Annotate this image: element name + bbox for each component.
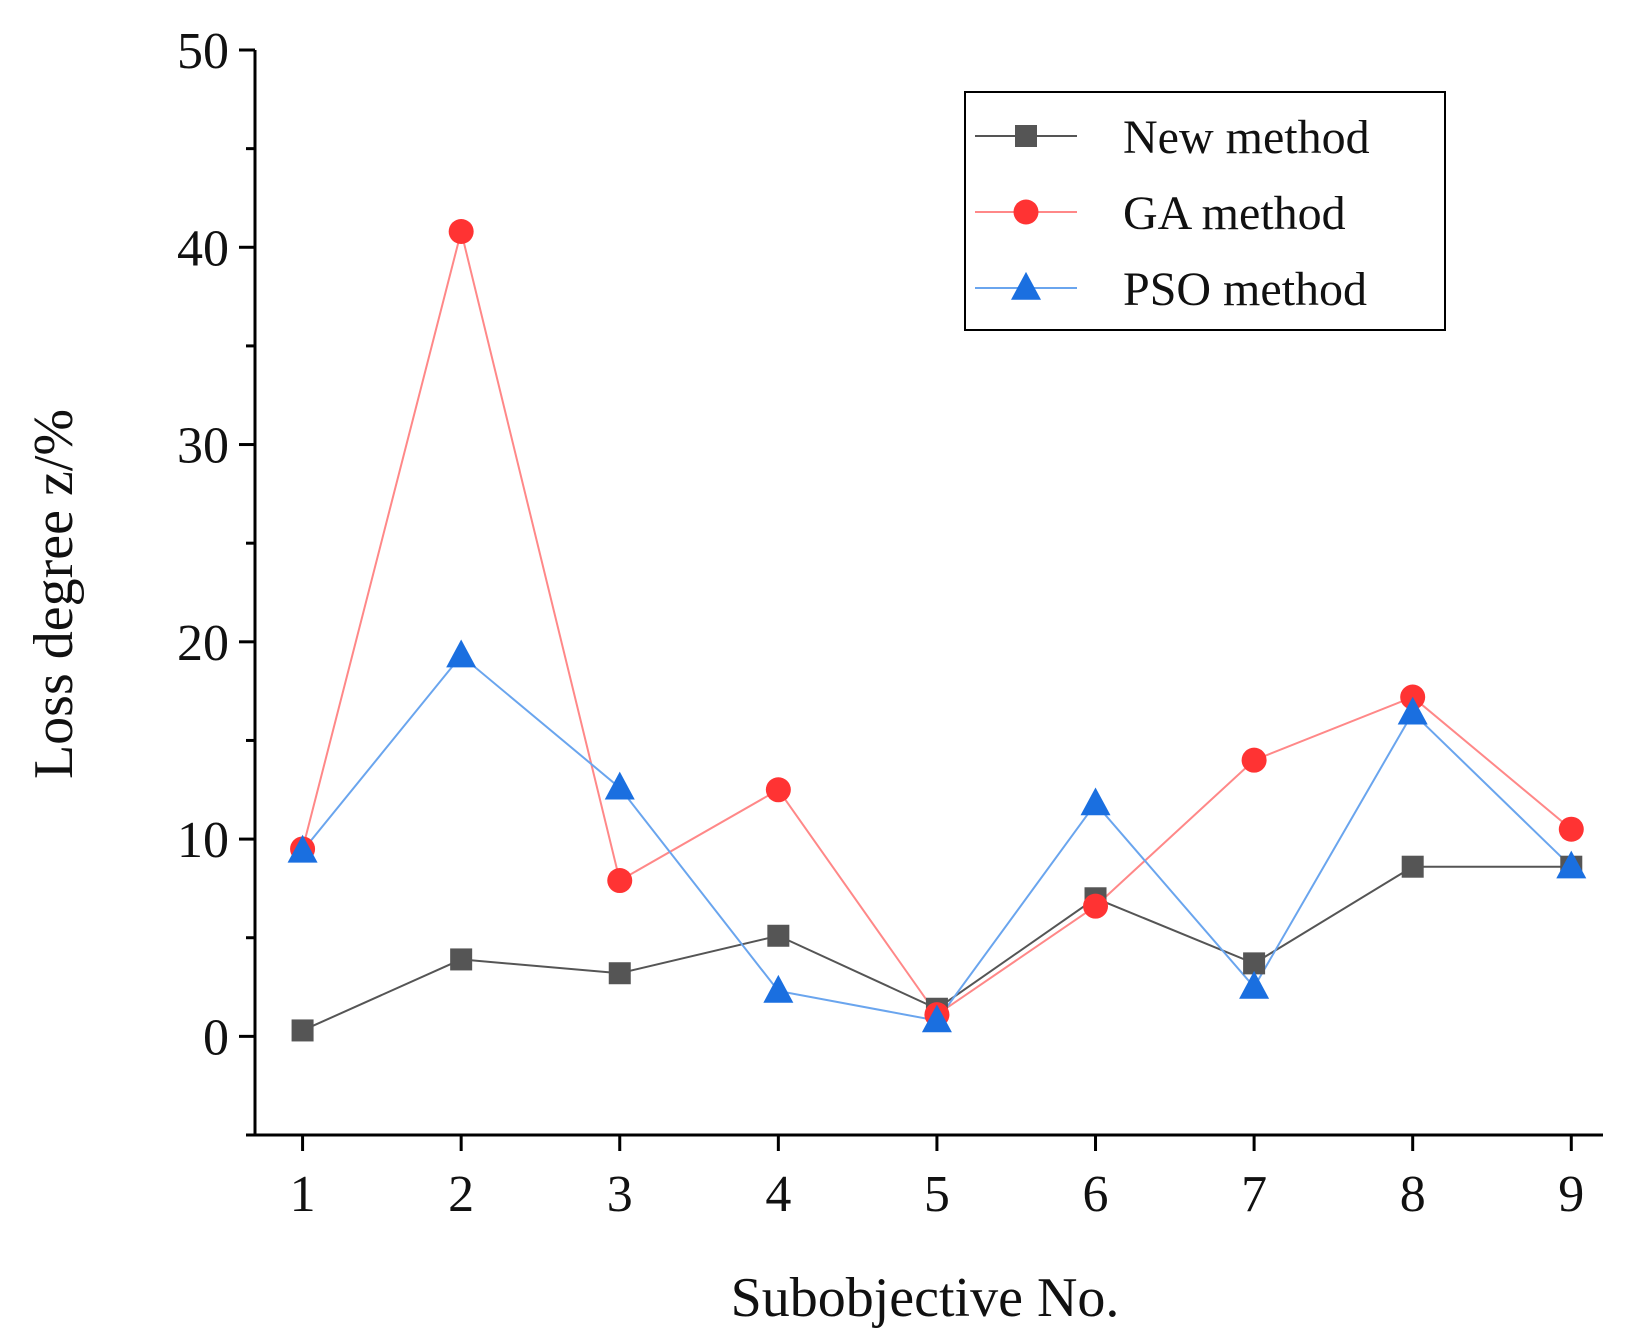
pso-method-point <box>287 834 318 863</box>
pso-method-point <box>1397 696 1428 725</box>
x-tick-label: 6 <box>1083 1166 1109 1223</box>
x-axis-title: Subobjective No. <box>731 1267 1120 1329</box>
ga-method-point <box>1083 893 1109 919</box>
pso-method-point <box>1556 850 1587 879</box>
ga-method-point <box>1558 816 1584 842</box>
y-tick-label: 40 <box>177 220 229 277</box>
ga-method-point <box>448 218 474 244</box>
y-tick-label: 30 <box>177 418 229 475</box>
legend-new-method-marker <box>1015 125 1037 147</box>
new-method-point <box>608 962 631 985</box>
pso-method-point <box>1080 787 1111 816</box>
legend-ga-method-marker <box>1013 199 1039 225</box>
new-method-point <box>1401 855 1424 878</box>
pso-method-point <box>446 639 477 668</box>
legend-ga-method-label: GA method <box>1123 187 1346 240</box>
legend-pso-method-label: PSO method <box>1123 263 1367 316</box>
pso-method-point <box>763 974 794 1003</box>
x-tick-label: 2 <box>448 1166 474 1223</box>
y-tick-label: 10 <box>177 812 229 869</box>
pso-method-point <box>921 1004 952 1033</box>
x-tick-label: 9 <box>1558 1166 1584 1223</box>
legend: New method GA method PSO method <box>964 91 1446 331</box>
pso-method-point <box>1239 970 1270 999</box>
legend-new-method-label: New method <box>1123 111 1370 164</box>
ga-method-point <box>607 868 633 894</box>
axes: 0 10 20 30 40 50 1 2 3 4 5 6 7 8 9 <box>177 23 1603 1223</box>
x-tick-label: 1 <box>290 1166 316 1223</box>
y-tick-label: 50 <box>177 23 229 80</box>
x-tick-label: 8 <box>1400 1166 1426 1223</box>
new-method-point <box>1243 952 1266 975</box>
ga-method-point <box>1241 747 1267 773</box>
ga-method-point <box>765 777 791 803</box>
pso-method-point <box>604 771 635 800</box>
y-axis-title: Loss degree z/% <box>23 409 85 779</box>
x-tick-label: 3 <box>607 1166 633 1223</box>
ga-method-line <box>301 231 1572 1017</box>
new-method-point <box>767 924 790 947</box>
y-tick-label: 0 <box>203 1009 229 1066</box>
new-method-point <box>291 1019 314 1042</box>
x-tick-label: 5 <box>924 1166 950 1223</box>
new-method-point <box>450 948 473 971</box>
legend-pso-method-marker <box>1011 271 1041 300</box>
y-tick-label: 20 <box>177 615 229 672</box>
x-tick-label: 4 <box>765 1166 791 1223</box>
x-tick-label: 7 <box>1241 1166 1267 1223</box>
plot-area <box>287 218 1587 1042</box>
